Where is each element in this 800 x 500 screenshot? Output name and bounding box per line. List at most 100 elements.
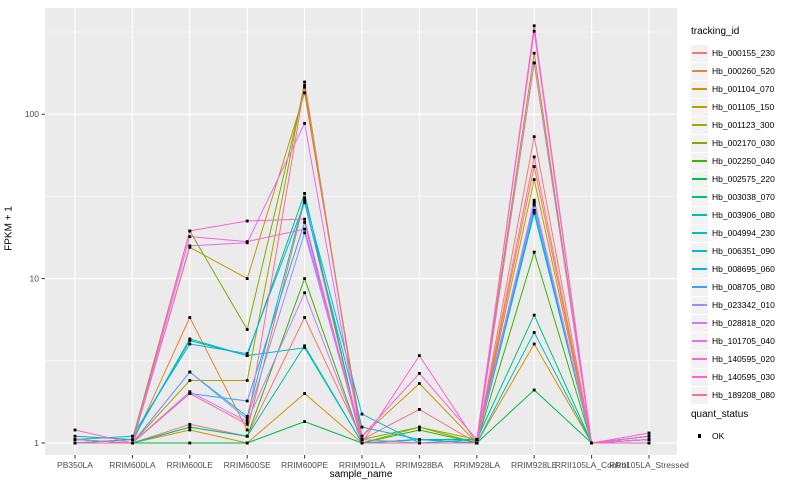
legend-item-label: Hb_008695_060	[712, 264, 775, 274]
data-point	[303, 85, 306, 89]
data-point	[647, 434, 651, 438]
legend-item-ok: OK	[691, 427, 799, 445]
data-point	[303, 344, 306, 348]
data-point	[188, 337, 192, 341]
line-swatch-icon	[692, 250, 707, 252]
legend-key	[691, 332, 708, 350]
line-swatch-icon	[692, 322, 707, 324]
legend-key	[691, 206, 708, 224]
x-tick-label: RRIM600LE	[167, 460, 214, 470]
legend-item-label: Hb_006351_090	[712, 246, 775, 256]
data-point	[303, 80, 306, 84]
data-point	[303, 346, 306, 350]
data-point	[245, 441, 249, 445]
data-point	[532, 342, 536, 346]
data-point	[532, 388, 536, 392]
data-point	[73, 441, 77, 445]
legend-item: Hb_004994_230	[691, 224, 799, 242]
data-point	[418, 428, 421, 432]
legend-item: Hb_000155_230	[691, 44, 799, 62]
data-point	[532, 211, 536, 215]
legend-key	[691, 188, 708, 206]
data-point	[245, 399, 249, 403]
x-tick-label: PB350LA	[57, 460, 93, 470]
data-point	[418, 382, 421, 385]
legend-key	[691, 98, 708, 116]
legend-item: Hb_140595_020	[691, 350, 799, 368]
data-point	[303, 83, 306, 87]
legend-item: Hb_008695_060	[691, 260, 799, 278]
data-point	[188, 235, 192, 238]
legend-item-label: Hb_101705_040	[712, 336, 775, 346]
legend-key	[691, 260, 708, 278]
legend-item-label: Hb_003906_080	[712, 210, 775, 220]
data-point	[245, 417, 249, 421]
data-point	[303, 220, 306, 224]
data-point	[303, 217, 306, 221]
legend-key	[691, 152, 708, 170]
data-point	[245, 422, 249, 426]
data-point	[131, 434, 134, 438]
data-point	[303, 201, 306, 204]
legend-item-label: Hb_002575_220	[712, 174, 775, 184]
legend-key	[691, 62, 708, 80]
data-point	[532, 155, 536, 159]
line-swatch-icon	[692, 196, 707, 198]
legend-item: Hb_002250_040	[691, 152, 799, 170]
data-point	[418, 408, 421, 411]
legend-item-label: Hb_004994_230	[712, 228, 775, 238]
data-point	[418, 354, 421, 357]
legend-item: Hb_189208_080	[691, 386, 799, 404]
data-point	[303, 291, 306, 295]
point-swatch-icon	[697, 434, 702, 438]
data-point	[303, 277, 306, 280]
legend-item: Hb_003906_080	[691, 206, 799, 224]
data-point	[532, 250, 536, 254]
data-point	[188, 342, 192, 346]
x-tick-label: RRII105LA_Stressed	[609, 460, 689, 470]
legend-item-label: Hb_000260_520	[712, 66, 775, 76]
data-point	[532, 203, 536, 207]
legend-item: Hb_003038_070	[691, 188, 799, 206]
data-point	[303, 227, 306, 231]
y-tick-label: 100	[25, 109, 39, 119]
y-tick-label: 1	[34, 438, 39, 448]
data-point	[188, 422, 192, 426]
legend-item: Hb_008705_080	[691, 278, 799, 296]
data-point	[532, 201, 536, 204]
data-point	[418, 438, 421, 441]
legend-key	[691, 116, 708, 134]
legend-item-label: Hb_023342_010	[712, 300, 775, 310]
legend-key	[691, 296, 708, 314]
legend-key	[691, 242, 708, 260]
legend-item-label: OK	[712, 431, 725, 441]
data-point	[303, 316, 306, 319]
legend-item: Hb_002575_220	[691, 170, 799, 188]
data-point	[245, 379, 249, 382]
data-point	[131, 441, 134, 445]
legend-item: Hb_001105_150	[691, 98, 799, 116]
legend-item-label: Hb_140595_030	[712, 372, 775, 382]
legend-item-label: Hb_001105_150	[712, 102, 775, 112]
data-point	[188, 390, 192, 394]
line-swatch-icon	[692, 286, 707, 288]
x-axis-title: sample_name	[329, 469, 393, 480]
x-tick-label: RRIM600LA	[109, 460, 156, 470]
data-point	[532, 61, 536, 65]
data-point	[245, 420, 249, 423]
data-point	[188, 339, 192, 342]
legend-key	[691, 134, 708, 152]
legend-item-label: Hb_140595_020	[712, 354, 775, 364]
data-point	[188, 316, 192, 319]
data-point	[188, 441, 192, 445]
line-swatch-icon	[692, 124, 707, 126]
line-swatch-icon	[692, 70, 707, 72]
data-point	[245, 328, 249, 331]
data-point	[418, 372, 421, 375]
data-point	[303, 196, 306, 200]
data-point	[532, 24, 536, 28]
data-point	[188, 392, 192, 395]
data-point	[303, 192, 306, 195]
data-point	[532, 313, 536, 317]
data-point	[245, 240, 249, 243]
